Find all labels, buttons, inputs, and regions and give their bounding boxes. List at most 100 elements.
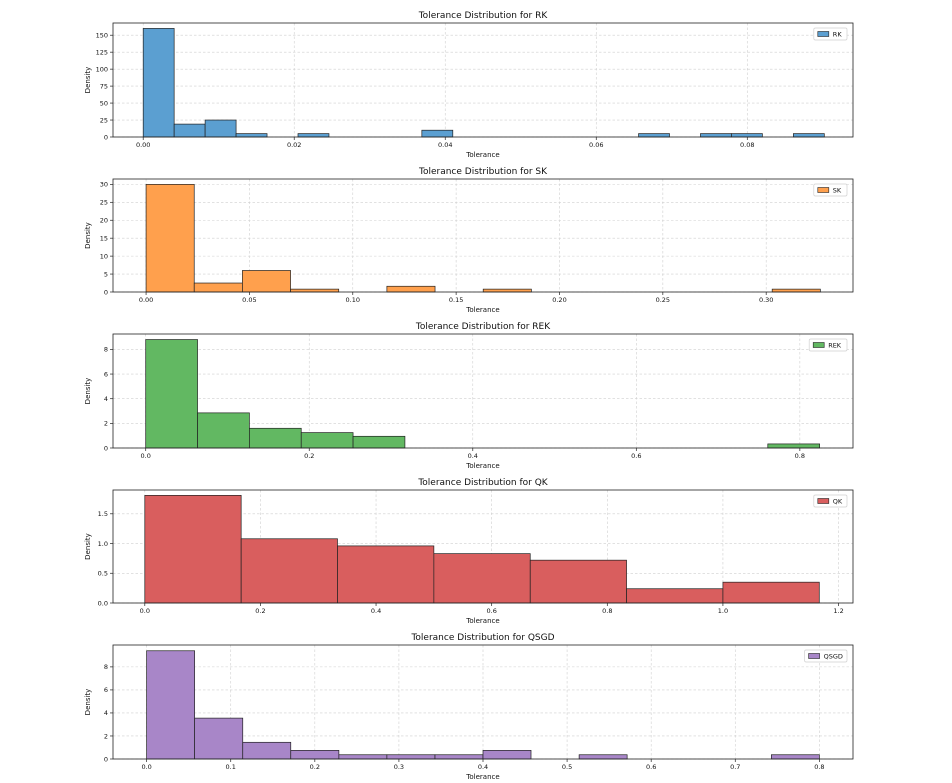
histogram-bar bbox=[290, 288, 340, 293]
legend-swatch bbox=[812, 342, 825, 348]
x-tick-label: 0.6 bbox=[487, 607, 497, 615]
x-tick-label: 0.25 bbox=[656, 296, 670, 304]
legend-label: REK bbox=[828, 342, 842, 350]
chart-title: Tolerance Distribution for QK bbox=[417, 478, 548, 488]
x-tick-label: 0.6 bbox=[631, 452, 641, 460]
y-tick-label: 4 bbox=[104, 395, 108, 403]
y-tick-label: 8 bbox=[104, 346, 108, 354]
histogram-bar bbox=[626, 588, 724, 604]
legend-swatch bbox=[808, 653, 820, 659]
legend-box bbox=[813, 27, 848, 41]
histogram-bar bbox=[194, 717, 244, 760]
x-tick-label: 0.15 bbox=[449, 296, 463, 304]
histogram-bar bbox=[482, 288, 532, 293]
y-axis-label: Density bbox=[84, 378, 92, 405]
x-tick-label: 1.2 bbox=[833, 607, 843, 615]
legend-label: QSGD bbox=[824, 653, 843, 661]
histogram-bar bbox=[578, 754, 628, 760]
y-tick-label: 0.5 bbox=[98, 570, 108, 578]
x-tick-label: 0.2 bbox=[304, 452, 314, 460]
legend: SK bbox=[813, 183, 848, 197]
y-tick-label: 0.0 bbox=[98, 599, 108, 607]
y-tick-label: 6 bbox=[104, 686, 108, 694]
histogram-bar bbox=[731, 133, 763, 138]
y-tick-label: 1.0 bbox=[98, 540, 108, 548]
legend-box bbox=[813, 183, 848, 197]
y-axis-label: Density bbox=[84, 689, 92, 716]
y-tick-label: 0 bbox=[104, 133, 108, 141]
histogram-bar bbox=[242, 270, 291, 293]
chart-panel-qk: 0.0 0.2 0.4 0.6 0.8 1.0 1.2 0.0 0.5 1.0 1.5 Toleran… bbox=[84, 478, 854, 625]
histogram-bar bbox=[337, 545, 435, 604]
x-tick-label: 0.3 bbox=[394, 763, 404, 771]
y-tick-label: 50 bbox=[100, 99, 108, 107]
chart-panel-rek: 0.0 0.2 0.4 0.6 0.8 0 2 4 6 8 Tolerance Distributi… bbox=[84, 322, 854, 470]
histogram-bar bbox=[767, 443, 820, 449]
x-tick-label: 0.4 bbox=[371, 607, 381, 615]
y-tick-label: 125 bbox=[96, 48, 108, 56]
histogram-bar bbox=[249, 427, 302, 449]
x-tick-label: 0.08 bbox=[740, 141, 754, 149]
histogram-bar bbox=[197, 412, 250, 449]
histogram-bar bbox=[242, 741, 292, 760]
histogram-bar bbox=[386, 285, 436, 293]
legend-label: RK bbox=[833, 31, 843, 39]
y-tick-label: 0 bbox=[104, 288, 108, 296]
x-tick-label: 0.2 bbox=[255, 607, 265, 615]
y-tick-label: 2 bbox=[104, 732, 108, 740]
x-axis-label: Tolerance bbox=[465, 617, 499, 625]
x-tick-label: 0.8 bbox=[814, 763, 824, 771]
x-tick-label: 0.1 bbox=[226, 763, 236, 771]
x-tick-label: 1.0 bbox=[718, 607, 728, 615]
histogram-bar bbox=[421, 129, 454, 138]
x-tick-label: 0.4 bbox=[468, 452, 478, 460]
y-tick-label: 8 bbox=[104, 663, 108, 671]
histogram-bar bbox=[771, 288, 821, 293]
chart-title: Tolerance Distribution for RK bbox=[418, 11, 549, 21]
x-axis-label: Tolerance bbox=[465, 151, 499, 159]
y-tick-label: 1.5 bbox=[98, 510, 108, 518]
histogram-bar bbox=[193, 282, 243, 293]
histogram-bar bbox=[352, 435, 406, 449]
x-tick-label: 0.06 bbox=[589, 141, 603, 149]
chart-panel-sk: 0.00 0.05 0.10 0.15 0.20 0.25 0.30 0 5 10 15 20 25 30… bbox=[84, 167, 854, 314]
x-tick-label: 0.05 bbox=[242, 296, 256, 304]
y-axis-label: Density bbox=[84, 222, 92, 249]
legend: REK bbox=[808, 338, 848, 352]
y-tick-label: 25 bbox=[100, 199, 108, 207]
y-axis-label: Density bbox=[84, 67, 92, 94]
x-axis-label: Tolerance bbox=[465, 462, 499, 470]
x-tick-label: 0.5 bbox=[562, 763, 572, 771]
histogram-bar bbox=[173, 123, 206, 138]
legend-box bbox=[808, 338, 848, 352]
histogram-bar bbox=[300, 432, 354, 449]
histogram-bar bbox=[434, 754, 484, 760]
y-tick-label: 30 bbox=[100, 181, 108, 189]
chart-title: Tolerance Distribution for REK bbox=[415, 322, 551, 332]
x-tick-label: 0.04 bbox=[438, 141, 452, 149]
histogram-bar bbox=[145, 339, 198, 449]
y-tick-label: 0 bbox=[104, 444, 108, 452]
legend-swatch bbox=[817, 498, 830, 504]
chart-panel-qsgd: 0.0 0.1 0.2 0.3 0.4 0.5 0.6 0.7 0.8 0 2 4 6 8 Toleranc… bbox=[84, 633, 854, 781]
x-tick-label: 0.00 bbox=[139, 296, 153, 304]
histogram-bar bbox=[700, 133, 732, 138]
x-tick-label: 0.10 bbox=[346, 296, 360, 304]
y-tick-label: 5 bbox=[104, 270, 108, 278]
histogram-bar bbox=[142, 28, 175, 138]
histogram-bar bbox=[722, 581, 820, 604]
legend-label: QK bbox=[833, 498, 843, 506]
histogram-bar bbox=[235, 133, 268, 138]
x-tick-label: 0.4 bbox=[478, 763, 488, 771]
histogram-bar bbox=[792, 133, 825, 138]
y-tick-label: 6 bbox=[104, 370, 108, 378]
histogram-bar bbox=[386, 754, 436, 760]
x-tick-label: 0.7 bbox=[730, 763, 740, 771]
y-tick-label: 20 bbox=[100, 217, 108, 225]
x-tick-label: 0.0 bbox=[141, 452, 151, 460]
x-tick-label: 0.6 bbox=[646, 763, 656, 771]
axes-frame bbox=[112, 489, 854, 604]
legend: QK bbox=[813, 494, 848, 508]
histogram-bar bbox=[145, 184, 195, 293]
